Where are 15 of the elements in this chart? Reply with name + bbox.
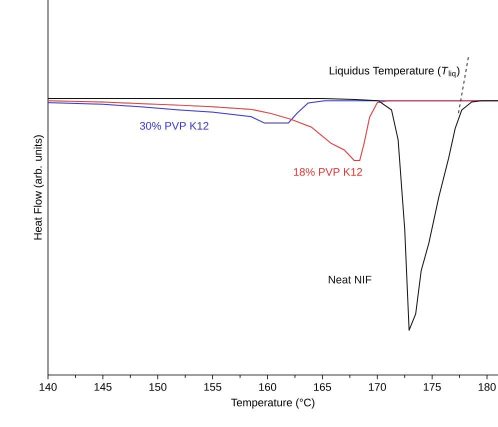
series-label: 18% PVP K12 — [294, 168, 362, 176]
x-tick-label: 175 — [424, 383, 441, 391]
annotation: Liquidus Temperature (T$_{liq}$) — [330, 66, 460, 78]
text: Neat NIF — [328, 276, 372, 284]
x-tick-label: 150 — [149, 383, 166, 391]
x-tick-label: 155 — [204, 383, 222, 391]
y-axis-title: Heat Flow (arb. units) — [34, 135, 44, 240]
x-tick-label: 170 — [368, 383, 386, 391]
x-tick-label: 140 — [40, 383, 57, 391]
x-tick-label: 180 — [478, 383, 496, 391]
x-tick-label: 160 — [259, 383, 276, 391]
x-axis-title: Temperature (°C) — [231, 398, 314, 409]
x-tick-label: 145 — [94, 383, 112, 391]
series-label: 30% PVP K12 — [140, 122, 208, 130]
x-tick-label: 165 — [314, 383, 332, 391]
